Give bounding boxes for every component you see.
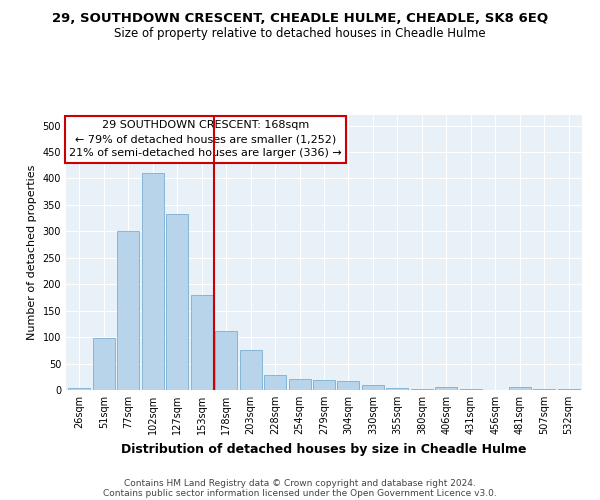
- Text: Size of property relative to detached houses in Cheadle Hulme: Size of property relative to detached ho…: [114, 28, 486, 40]
- Bar: [435, 387, 457, 390]
- Bar: [142, 172, 164, 390]
- Text: Contains HM Land Registry data © Crown copyright and database right 2024.: Contains HM Land Registry data © Crown c…: [124, 478, 476, 488]
- Bar: [386, 388, 409, 390]
- Bar: [191, 296, 213, 390]
- Bar: [337, 381, 359, 390]
- Text: 29 SOUTHDOWN CRESCENT: 168sqm
← 79% of detached houses are smaller (1,252)
21% o: 29 SOUTHDOWN CRESCENT: 168sqm ← 79% of d…: [69, 120, 341, 158]
- Bar: [509, 388, 530, 390]
- Bar: [93, 338, 115, 390]
- Bar: [313, 380, 335, 390]
- Bar: [68, 388, 91, 390]
- Bar: [411, 389, 433, 390]
- Bar: [239, 350, 262, 390]
- Bar: [289, 380, 311, 390]
- Bar: [362, 385, 384, 390]
- Text: Contains public sector information licensed under the Open Government Licence v3: Contains public sector information licen…: [103, 488, 497, 498]
- Bar: [118, 232, 139, 390]
- X-axis label: Distribution of detached houses by size in Cheadle Hulme: Distribution of detached houses by size …: [121, 442, 527, 456]
- Y-axis label: Number of detached properties: Number of detached properties: [27, 165, 37, 340]
- Bar: [215, 331, 237, 390]
- Bar: [264, 375, 286, 390]
- Text: 29, SOUTHDOWN CRESCENT, CHEADLE HULME, CHEADLE, SK8 6EQ: 29, SOUTHDOWN CRESCENT, CHEADLE HULME, C…: [52, 12, 548, 26]
- Bar: [166, 214, 188, 390]
- Bar: [557, 389, 580, 390]
